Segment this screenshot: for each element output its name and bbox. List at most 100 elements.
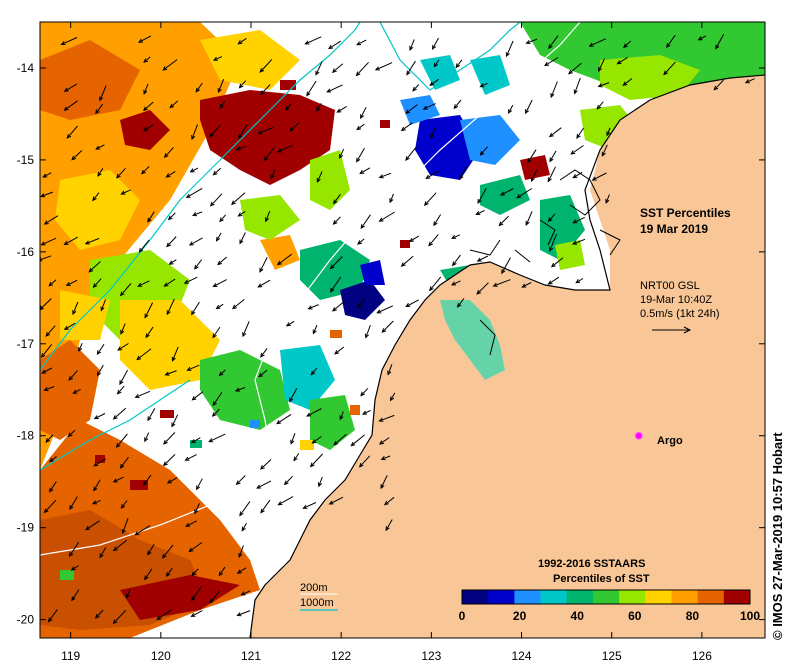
current-arrow bbox=[384, 496, 395, 506]
current-arrow bbox=[432, 37, 439, 51]
current-arrow bbox=[315, 103, 322, 112]
current-arrow bbox=[112, 539, 128, 552]
current-arrow bbox=[71, 589, 80, 602]
current-arrow bbox=[259, 257, 268, 273]
current-arrow bbox=[549, 234, 557, 252]
current-arrow bbox=[316, 171, 323, 183]
current-arrow bbox=[208, 433, 226, 443]
current-arrow bbox=[93, 458, 107, 467]
current-arrow bbox=[120, 323, 126, 335]
colorbar-tick-label-0: 0 bbox=[459, 609, 466, 623]
current-arrow bbox=[492, 279, 511, 287]
current-arrow bbox=[209, 124, 222, 138]
current-arrow bbox=[218, 566, 226, 577]
current-arrow bbox=[380, 455, 391, 461]
current-arrow bbox=[328, 40, 342, 50]
colorbar bbox=[461, 589, 751, 605]
current-arrow bbox=[185, 520, 198, 527]
current-arrow bbox=[185, 187, 203, 198]
current-arrow bbox=[330, 276, 342, 293]
current-arrow bbox=[531, 169, 538, 183]
current-arrow bbox=[326, 84, 343, 93]
current-arrow bbox=[315, 61, 323, 76]
current-arrow bbox=[70, 565, 79, 571]
current-source: NRT00 GSL bbox=[640, 280, 700, 292]
current-arrow bbox=[257, 279, 271, 288]
current-arrow bbox=[336, 105, 347, 113]
current-arrow bbox=[331, 63, 344, 73]
current-arrow bbox=[85, 520, 100, 531]
current-arrow bbox=[216, 232, 222, 242]
current-arrow bbox=[501, 257, 511, 275]
current-arrow bbox=[666, 34, 676, 49]
plot-frame bbox=[39, 21, 766, 639]
current-arrow bbox=[237, 37, 247, 45]
current-arrow bbox=[601, 144, 608, 157]
sst-patches bbox=[40, 22, 765, 638]
y-tick-label-3: -17 bbox=[17, 337, 35, 351]
current-arrow bbox=[525, 211, 533, 226]
current-arrow bbox=[189, 167, 199, 173]
current-arrow bbox=[361, 410, 371, 415]
current-arrow bbox=[265, 211, 271, 223]
current-arrow bbox=[356, 123, 365, 131]
current-arrow bbox=[95, 144, 105, 150]
current-arrow bbox=[144, 302, 154, 319]
current-arrow bbox=[42, 172, 52, 178]
current-arrow bbox=[165, 170, 176, 178]
current-arrow bbox=[576, 127, 585, 139]
current-arrow bbox=[455, 59, 463, 69]
current-arrow bbox=[119, 283, 132, 297]
current-arrow bbox=[623, 40, 632, 49]
current-arrow bbox=[138, 35, 152, 43]
current-arrow bbox=[387, 364, 393, 376]
current-arrow bbox=[475, 209, 485, 216]
current-arrow bbox=[263, 146, 275, 162]
colorbar-tick-label-5: 100 bbox=[740, 609, 760, 623]
current-arrow bbox=[99, 85, 107, 102]
current-arrow bbox=[550, 257, 564, 268]
current-arrow bbox=[573, 77, 581, 95]
current-arrow bbox=[350, 434, 365, 447]
current-arrow bbox=[40, 237, 57, 246]
current-arrow bbox=[241, 522, 247, 532]
current-arrow bbox=[166, 477, 178, 484]
colorbar-tick-label-2: 40 bbox=[571, 609, 585, 623]
current-arrow bbox=[433, 59, 440, 68]
current-arrow bbox=[239, 501, 251, 517]
current-arrow bbox=[147, 544, 155, 556]
current-arrow bbox=[358, 455, 371, 468]
y-tick-label-1: -15 bbox=[17, 153, 35, 167]
current-arrow bbox=[238, 80, 247, 89]
current-arrow bbox=[196, 478, 203, 491]
current-arrow bbox=[378, 414, 395, 422]
x-tick-label-6: 125 bbox=[602, 649, 622, 663]
land-mass bbox=[250, 75, 765, 638]
current-arrow bbox=[572, 171, 583, 179]
colorbar-frame bbox=[461, 589, 751, 605]
current-arrow bbox=[72, 301, 79, 316]
current-arrow bbox=[138, 239, 150, 253]
current-arrow bbox=[525, 38, 538, 44]
current-arrow bbox=[311, 435, 322, 444]
current-arrow bbox=[479, 146, 488, 156]
current-arrow bbox=[548, 35, 559, 50]
x-tick-label-2: 121 bbox=[241, 649, 261, 663]
current-arrow bbox=[606, 127, 611, 137]
current-arrow bbox=[498, 215, 509, 227]
current-arrow bbox=[163, 147, 174, 159]
current-arrow bbox=[167, 212, 176, 221]
current-arrow bbox=[211, 408, 220, 417]
current-arrow bbox=[78, 343, 83, 353]
current-arrow bbox=[93, 479, 101, 492]
colorbar-swatch-5 bbox=[592, 590, 620, 604]
colorbar-swatch-3 bbox=[540, 590, 568, 604]
current-scale: 0.5m/s (1kt 24h) bbox=[640, 308, 719, 320]
current-arrow bbox=[597, 82, 610, 88]
current-arrow bbox=[374, 62, 393, 71]
current-arrow bbox=[477, 187, 487, 204]
current-arrow bbox=[238, 124, 248, 140]
current-arrow bbox=[405, 104, 418, 114]
current-arrow bbox=[451, 234, 461, 239]
